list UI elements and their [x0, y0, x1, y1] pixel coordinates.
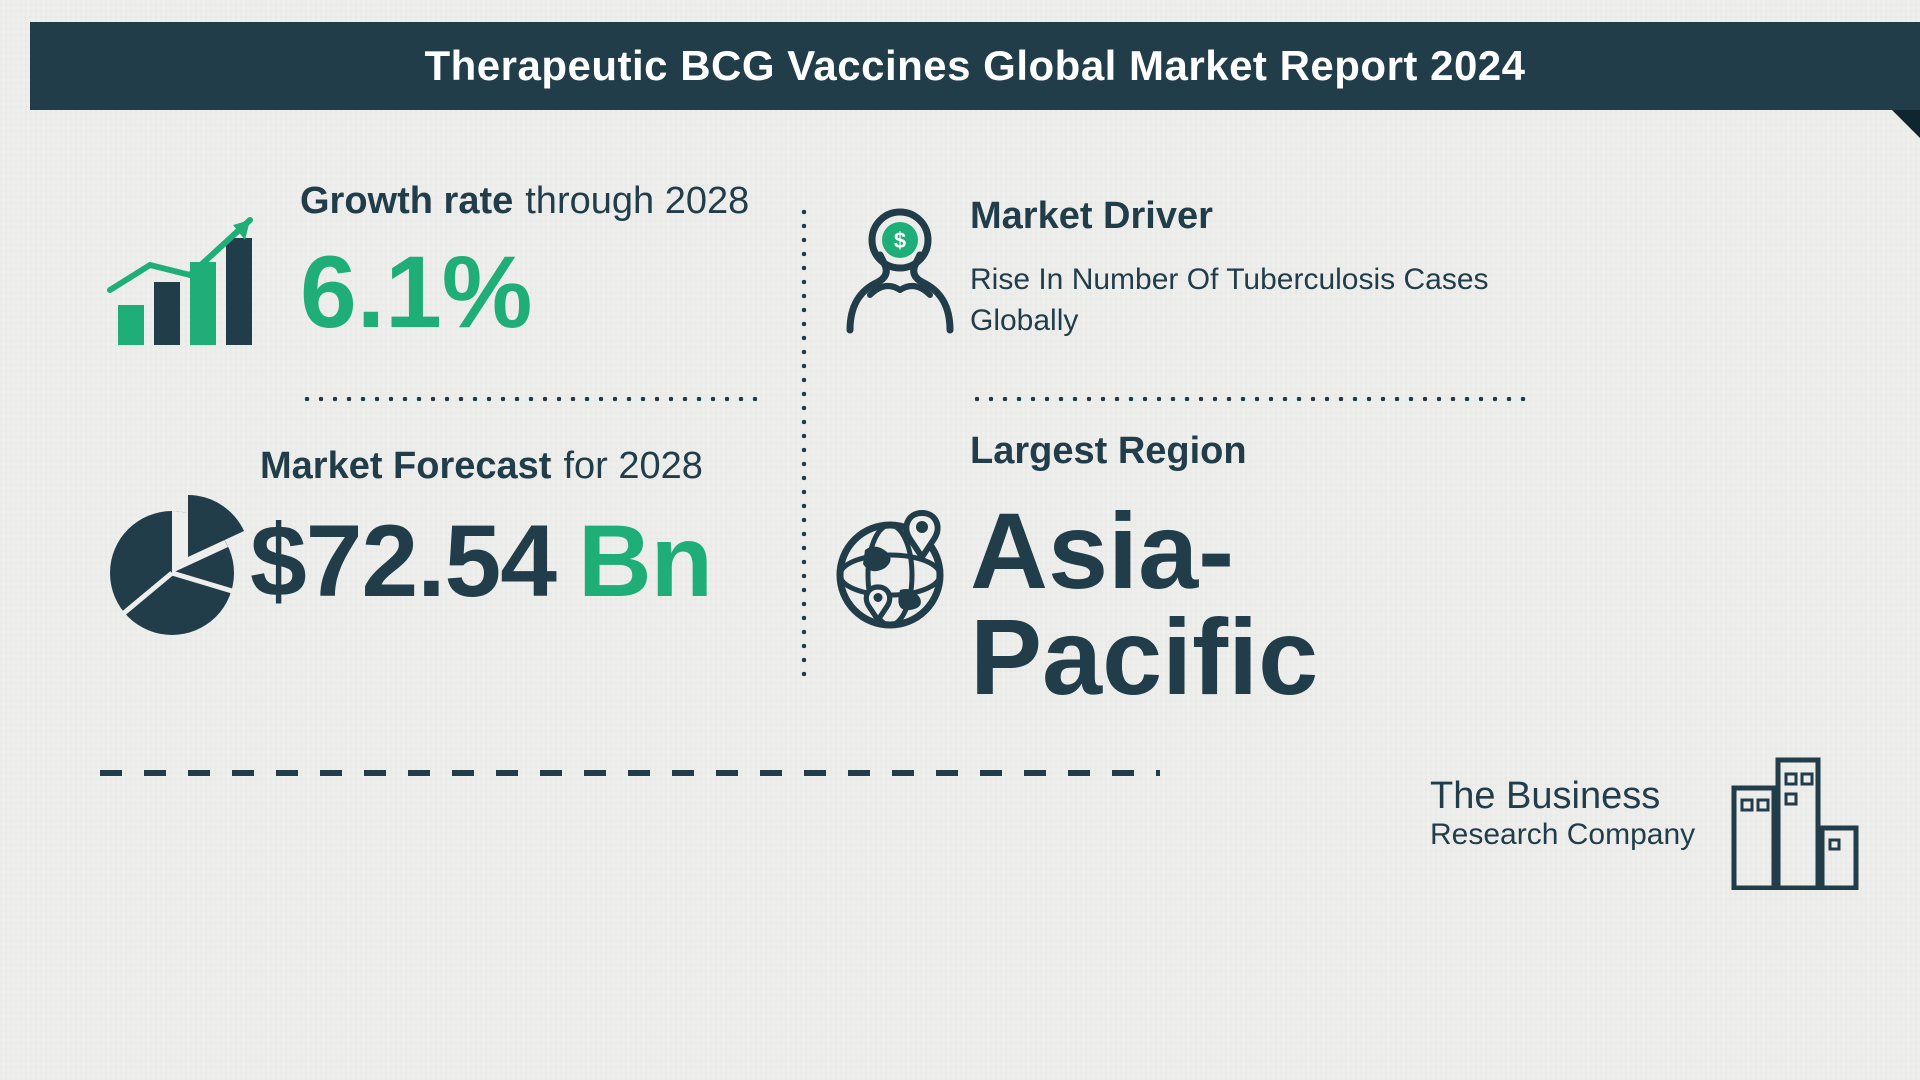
market-driver-block: Market Driver Rise In Number Of Tubercul…: [960, 195, 1680, 405]
report-title: Therapeutic BCG Vaccines Global Market R…: [424, 42, 1525, 90]
logo-line1: The Business: [1430, 775, 1660, 817]
hands-money-icon: $: [830, 200, 970, 340]
logo-text: The Business Research Company: [1430, 776, 1695, 851]
globe-pins-icon: [830, 495, 970, 635]
driver-body: Rise In Number Of Tuberculosis Cases Glo…: [970, 260, 1530, 341]
growth-label-strong: Growth rate: [300, 180, 513, 223]
driver-title: Market Driver: [970, 195, 1680, 238]
forecast-number: 72.54: [306, 504, 556, 618]
forecast-value: $72.54Bn: [250, 510, 820, 612]
largest-region-block: Largest Region Asia- Pacific: [960, 430, 1680, 730]
title-corner-accent: [1892, 110, 1920, 138]
growth-value: 6.1%: [300, 241, 820, 343]
growth-label: Growth rate through 2028: [300, 180, 820, 223]
growth-value-suffix: %: [442, 235, 533, 349]
title-bar: Therapeutic BCG Vaccines Global Market R…: [30, 22, 1920, 110]
bottom-dash-line: [100, 770, 1160, 776]
forecast-suffix: Bn: [578, 504, 712, 618]
region-line2: Pacific: [970, 596, 1318, 717]
company-logo: The Business Research Company: [1430, 740, 1860, 890]
logo-line2: Research Company: [1430, 818, 1695, 851]
forecast-label: Market Forecast for 2028: [260, 445, 820, 488]
logo-bars-icon: [1730, 750, 1860, 890]
forecast-prefix: $: [250, 504, 306, 618]
growth-value-number: 6.1: [300, 235, 442, 349]
bar-chart-arrow-icon: [100, 210, 270, 360]
svg-text:$: $: [894, 228, 906, 253]
forecast-label-strong: Market Forecast: [260, 445, 551, 488]
growth-label-rest: through 2028: [525, 180, 749, 223]
forecast-label-rest: for 2028: [563, 445, 702, 488]
pie-chart-icon: [100, 495, 250, 645]
region-line1: Asia-: [970, 490, 1234, 611]
region-title: Largest Region: [970, 430, 1680, 473]
region-value: Asia- Pacific: [970, 498, 1680, 710]
